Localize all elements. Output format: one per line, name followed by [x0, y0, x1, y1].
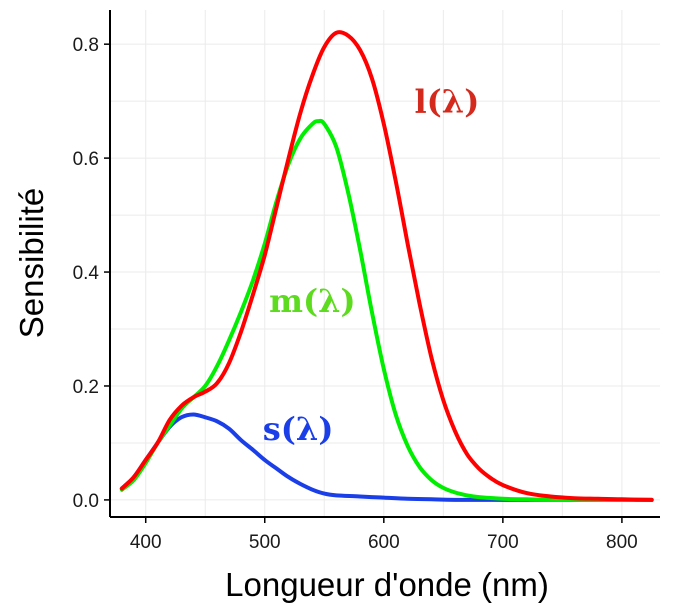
series-label-s: s(λ): [263, 410, 334, 448]
y-tick-label: 0.0: [73, 491, 99, 512]
series-labels: l(λ) m(λ) s(λ): [263, 83, 480, 449]
series-label-l: l(λ): [414, 83, 479, 121]
grid: [110, 10, 660, 517]
y-tick-label: 0.2: [73, 377, 99, 398]
y-tick-label: 0.8: [73, 35, 99, 56]
x-tick-label: 600: [368, 532, 400, 553]
x-tick-label: 800: [606, 532, 638, 553]
series-line-l: [119, 30, 654, 502]
series-line-s: [119, 412, 654, 502]
series-group: [119, 30, 654, 502]
series-label-m: m(λ): [269, 282, 356, 320]
y-tick-label: 0.4: [73, 263, 100, 284]
x-axis-ticks: 400 500 600 700 800: [130, 517, 638, 553]
x-tick-label: 400: [130, 532, 162, 553]
x-tick-label: 700: [487, 532, 519, 553]
x-axis-title: Longueur d'onde (nm): [225, 566, 549, 603]
y-tick-label: 0.6: [73, 149, 99, 170]
y-axis-title: Sensibilité: [13, 188, 50, 338]
y-axis-ticks: 0.0 0.2 0.4 0.6 0.8: [73, 35, 110, 512]
x-tick-label: 500: [249, 532, 281, 553]
